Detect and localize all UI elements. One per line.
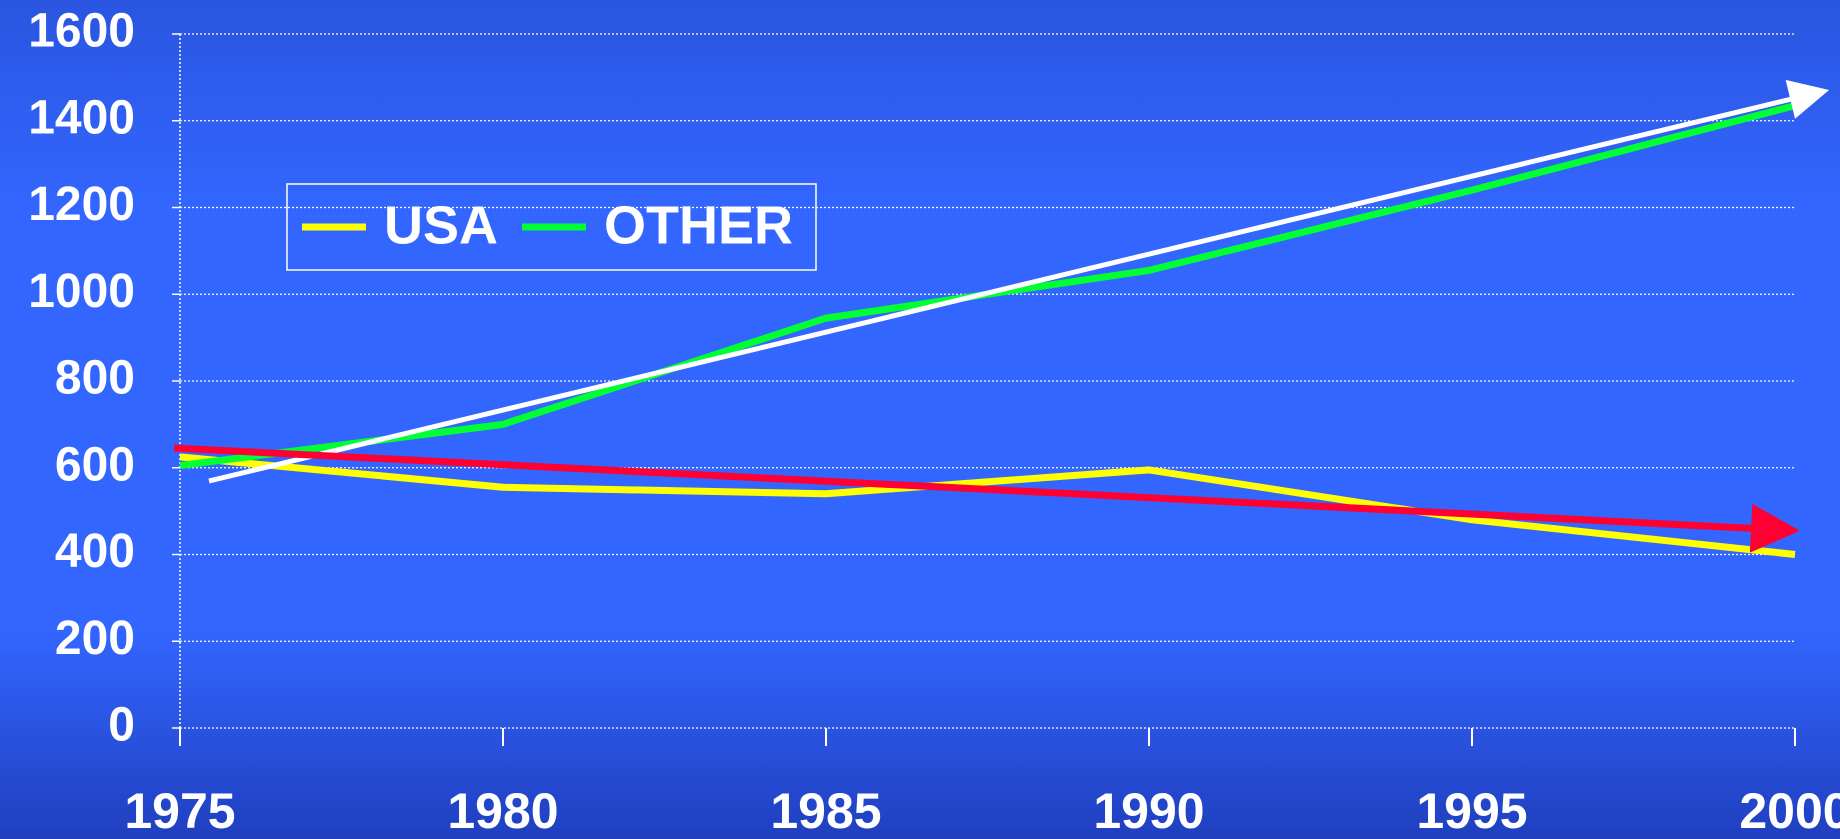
legend-box: [286, 183, 817, 271]
y-tick-label: 200: [55, 612, 135, 665]
y-tick-label: 1400: [28, 91, 135, 144]
y-tick-label: 600: [55, 438, 135, 491]
x-tick-label: 1985: [770, 783, 881, 839]
y-tick-label: 1000: [28, 265, 135, 318]
y-tick-label: 1200: [28, 178, 135, 231]
x-tick-label: 2000: [1739, 783, 1840, 839]
series-line: [179, 453, 1796, 558]
x-tick-label: 1990: [1093, 783, 1204, 839]
legend-label: USA: [384, 195, 498, 255]
trend-arrow: [173, 444, 1800, 553]
y-tick-label: 800: [55, 352, 135, 405]
y-tick-label: 0: [108, 699, 135, 752]
x-tick-label: 1975: [124, 783, 235, 839]
legend-label: OTHER: [604, 195, 793, 255]
grid: 0 200 400 600 800 1000 1200 1400 1600 1975 1980 198…: [28, 5, 1840, 839]
x-tick-label: 1980: [447, 783, 558, 839]
y-tick-label: 400: [55, 525, 135, 578]
x-tick-label: 1995: [1416, 783, 1527, 839]
y-tick-label: 1600: [28, 5, 135, 58]
legend: USA OTHER: [286, 183, 817, 271]
trend-arrow: [208, 79, 1830, 484]
